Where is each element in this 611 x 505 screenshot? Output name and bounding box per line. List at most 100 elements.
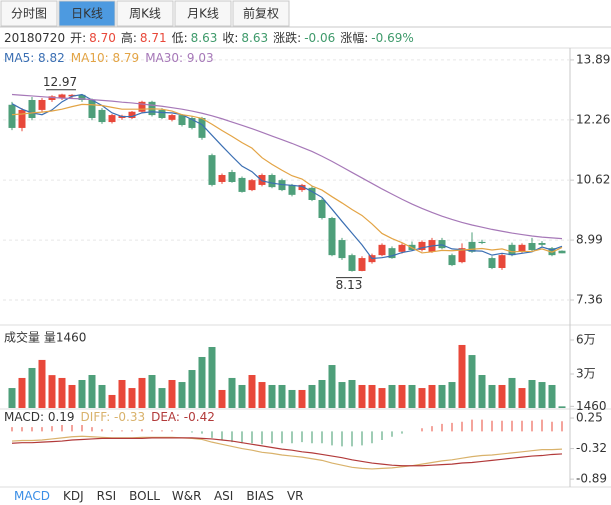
volume-bar	[488, 384, 496, 408]
indicator-tab[interactable]: ASI	[214, 489, 233, 503]
volume-bar	[98, 384, 106, 408]
indicator-tab[interactable]: BOLL	[129, 489, 160, 503]
candle-body	[208, 155, 216, 185]
info-label: 涨幅:	[340, 30, 368, 45]
info-label: 涨跌:	[273, 30, 301, 45]
candle-body	[48, 96, 56, 100]
legend: MACD: 0.19 DIFF: -0.33 DEA: -0.42	[4, 410, 215, 424]
volume-bar	[448, 382, 456, 408]
volume-bar	[198, 356, 206, 408]
candle-body	[128, 111, 136, 119]
candle-body	[218, 174, 226, 182]
indicator-tab[interactable]: KDJ	[63, 489, 84, 503]
candle-body	[78, 94, 86, 100]
volume-bar	[28, 367, 36, 408]
info-line: 20180720 开: 8.70 高: 8.71 低: 8.63 收: 8.63 涨跌: -0.06…	[4, 30, 414, 45]
candle-body	[38, 99, 46, 110]
volume-bar	[218, 389, 226, 408]
tab-label[interactable]: 分时图	[11, 7, 47, 21]
indicator-tab[interactable]: BIAS	[246, 489, 274, 503]
tab-label[interactable]: 周K线	[129, 7, 161, 21]
volume-bar	[468, 355, 476, 408]
volume-bar	[548, 384, 556, 408]
tab[interactable]	[232, 0, 290, 27]
y-tick-label: 13.89	[576, 52, 610, 66]
candle-body	[528, 243, 536, 250]
candle-body	[388, 248, 396, 259]
volume-bar	[368, 384, 376, 408]
info-value: 8.71	[140, 31, 167, 45]
volume-bar	[238, 384, 246, 408]
volume-bar	[148, 375, 156, 408]
volume-bar	[68, 384, 76, 408]
candle-body	[338, 240, 346, 259]
indicator-tab[interactable]: W&R	[172, 489, 201, 503]
macd-line	[11, 435, 563, 470]
candle-body	[418, 241, 426, 250]
candle-body	[138, 101, 146, 112]
candle-body	[448, 255, 456, 266]
volume-bar	[438, 384, 446, 408]
candle-body	[438, 240, 446, 249]
candle-body	[8, 104, 16, 128]
candle-body	[168, 115, 176, 120]
tab[interactable]	[58, 0, 116, 27]
info-date: 20180720	[4, 31, 65, 45]
candle-body	[58, 94, 66, 99]
candle-body	[558, 250, 566, 254]
candle-body	[188, 118, 196, 128]
volume-bar	[78, 379, 86, 408]
volume-bar	[418, 388, 426, 408]
tab-label[interactable]: 月K线	[187, 7, 219, 21]
candle-body	[88, 99, 96, 119]
info-value: -0.69%	[371, 31, 413, 45]
candle-body	[358, 258, 366, 271]
volume-bar	[178, 382, 186, 408]
volume-bar	[158, 388, 166, 408]
indicator-tab[interactable]: MACD	[14, 489, 50, 503]
candle-body	[258, 174, 266, 185]
candle-body	[308, 187, 316, 200]
tab[interactable]	[174, 0, 232, 27]
macd-line	[11, 437, 563, 467]
volume-bar	[248, 375, 256, 408]
candle-body	[98, 109, 106, 123]
volume-bar	[338, 382, 346, 408]
candle-body	[398, 244, 406, 252]
volume-bar	[268, 384, 276, 408]
min-annotation: 8.13	[336, 278, 363, 292]
volume-title: 成交量 量1460	[4, 330, 86, 345]
y-tick-label: 8.99	[576, 233, 603, 247]
volume-bar	[358, 384, 366, 408]
legend-entry: DIFF: -0.33	[81, 410, 146, 424]
volume-bar	[88, 375, 96, 408]
candle-body	[158, 109, 166, 119]
volume-bar	[108, 394, 116, 408]
indicator-tab[interactable]: VR	[287, 489, 304, 503]
tab[interactable]	[116, 0, 174, 27]
indicator-tabs: MACD KDJ RSI BOLL W&R ASI BIAS VR	[14, 489, 304, 503]
volume-bar	[528, 379, 536, 408]
candle-body	[498, 255, 506, 269]
tab-label[interactable]: 日K线	[71, 7, 103, 21]
y-tick-label: -0.32	[576, 441, 607, 455]
volume-bar	[428, 384, 436, 408]
candle-body	[198, 118, 206, 138]
y-tick-label: 1460	[576, 399, 607, 413]
indicator-tab[interactable]: RSI	[97, 489, 117, 503]
volume-bar	[128, 388, 136, 408]
tab-label[interactable]: 前复权	[243, 6, 279, 21]
volume-bar	[538, 382, 546, 408]
volume-bar	[318, 379, 326, 408]
volume-bar	[388, 384, 396, 408]
candle-body	[518, 244, 526, 252]
info-label: 低:	[172, 31, 188, 45]
candle-body	[298, 184, 306, 191]
volume-bar	[38, 359, 46, 408]
tab[interactable]	[0, 0, 58, 27]
candle-body	[348, 255, 356, 271]
max-annotation: 12.97	[43, 75, 77, 89]
info-value: 8.63	[191, 31, 218, 45]
volume-bar	[58, 377, 66, 408]
